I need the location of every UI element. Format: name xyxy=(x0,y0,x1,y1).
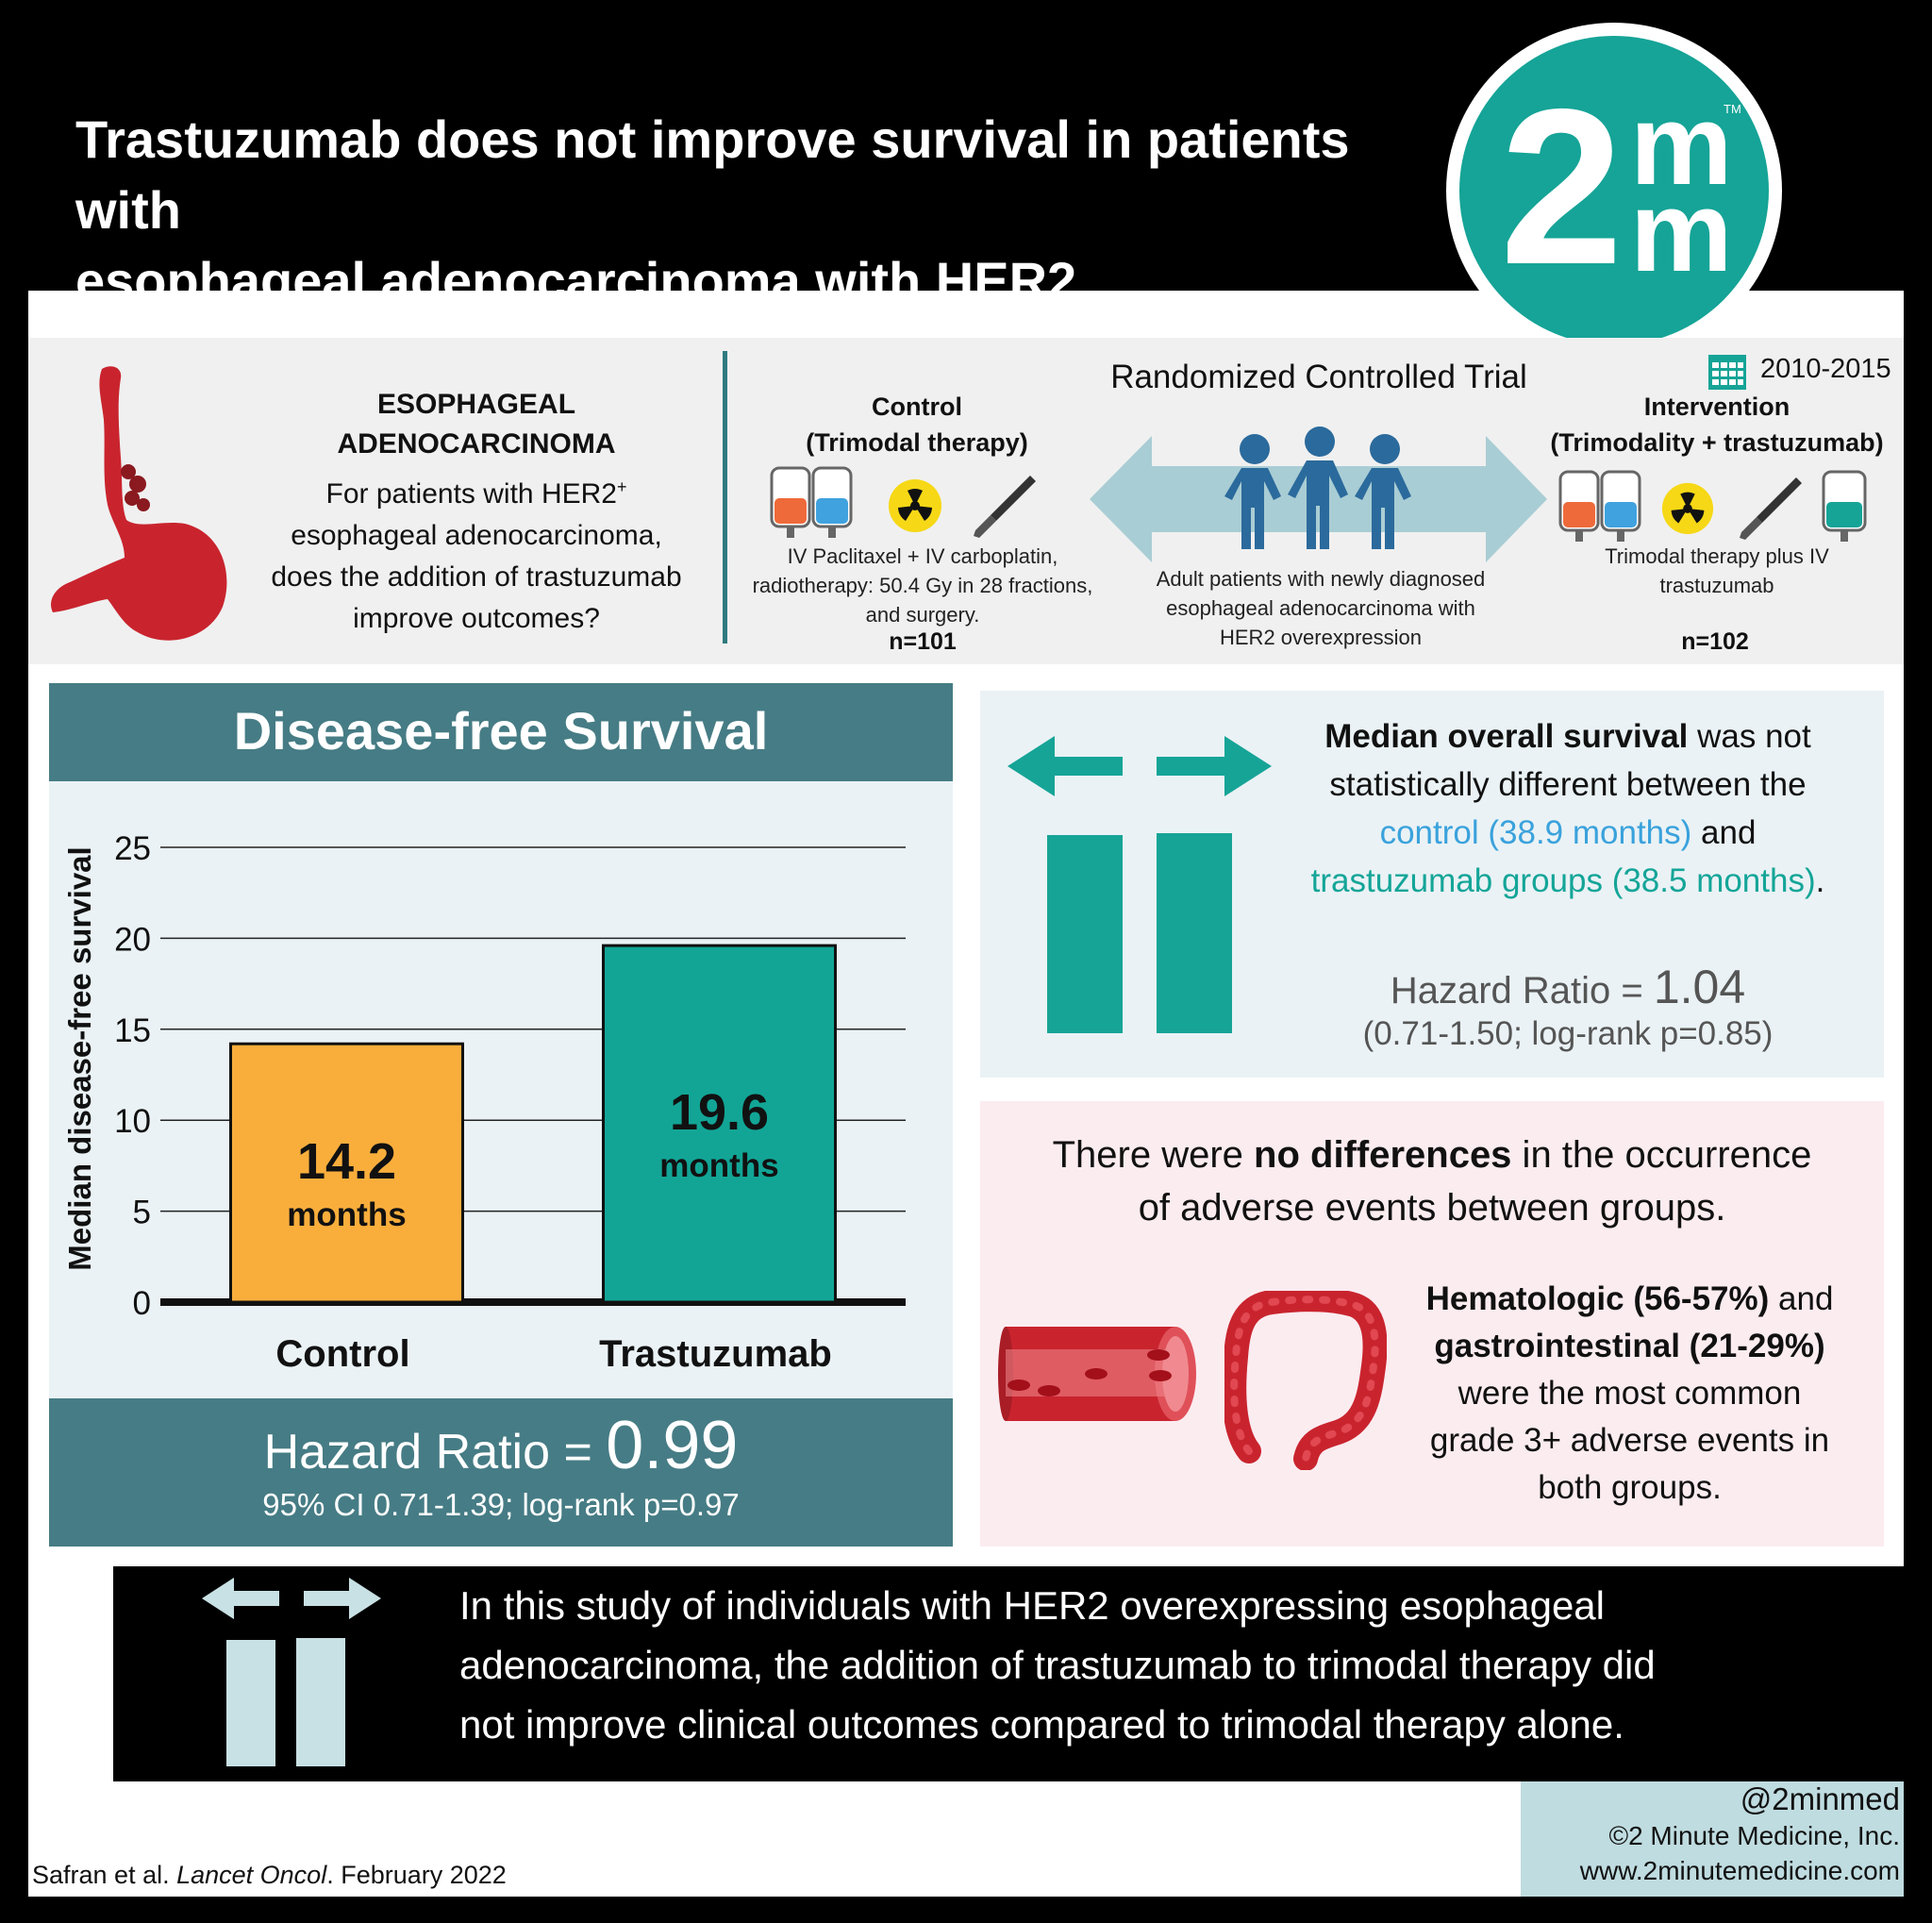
credit-text: @2minmed ©2 Minute Medicine, Inc. www.2min… xyxy=(1521,1781,1900,1888)
logo-2m xyxy=(1459,36,1769,345)
adverse-events-summary: There were no differences in the occurre… xyxy=(1052,1134,1812,1229)
bar-unit-label: months xyxy=(287,1196,406,1233)
y-tick-label: 0 xyxy=(133,1285,151,1322)
y-tick-label: 15 xyxy=(114,1012,151,1049)
bar-unit-label: months xyxy=(659,1147,778,1184)
no-difference-icon xyxy=(1008,736,1272,1033)
intestine-icon xyxy=(1224,1291,1387,1470)
credit-box xyxy=(1521,1781,1904,1897)
condition-title: ESOPHAGEAL ADENOCARCINOMA xyxy=(337,389,616,460)
citation: Safran et al. Lancet Oncol. February 202… xyxy=(32,1861,507,1889)
intervention-arm-title: Intervention (Trimodality + trastuzumab) xyxy=(1550,393,1884,457)
dfs-hazard-ratio: Hazard Ratio = 0.99 xyxy=(263,1408,739,1483)
trial-years: 2010-2015 xyxy=(1760,354,1891,384)
y-tick-label: 5 xyxy=(133,1195,151,1231)
control-description: IV Paclitaxel + IV carboplatin, radiother… xyxy=(752,544,1093,627)
bar-value-label: 14.2 xyxy=(297,1133,396,1190)
dfs-header xyxy=(49,683,953,781)
dfs-hazard-ratio-value: 0.99 xyxy=(606,1408,739,1483)
bar-trastuzumab xyxy=(602,944,837,1304)
radiation-icon xyxy=(1661,482,1714,535)
conclusion-text: In this study of individuals with HER2 o… xyxy=(459,1583,1656,1747)
radiation-icon xyxy=(889,479,941,532)
patients-icon xyxy=(1224,426,1411,549)
blood-vessel-icon xyxy=(998,1327,1196,1421)
calendar-icon xyxy=(1708,355,1746,390)
bar-value-label: 19.6 xyxy=(670,1084,769,1141)
intervention-sample-size: n=102 xyxy=(1681,628,1749,655)
trial-population: Adult patients with newly diagnosed esoph… xyxy=(1156,567,1486,649)
y-tick-label: 10 xyxy=(114,1103,151,1140)
no-difference-icon xyxy=(202,1578,381,1766)
bar-control xyxy=(229,1042,464,1304)
x-category-label: Trastuzumab xyxy=(599,1333,832,1375)
control-arm-title: Control (Trimodal therapy) xyxy=(806,393,1028,457)
logo-letter-top: m xyxy=(1630,80,1733,209)
iv-bags-icon xyxy=(1558,470,1641,542)
esophagus-stomach-icon xyxy=(51,366,227,641)
x-category-label: Control xyxy=(275,1333,409,1375)
scalpel-icon xyxy=(1740,477,1802,540)
y-tick-label: 25 xyxy=(114,830,151,867)
os-hazard-ratio: Hazard Ratio = 1.04 xyxy=(1390,961,1746,1013)
adverse-events-panel xyxy=(980,1101,1884,1547)
twitter-handle: @2minmed xyxy=(1740,1781,1900,1816)
control-sample-size: n=101 xyxy=(889,628,957,655)
dfs-confidence-interval: 95% CI 0.71-1.39; log-rank p=0.97 xyxy=(262,1487,740,1522)
research-question: For patients with HER2+ esophageal adenoc… xyxy=(271,477,682,634)
scalpel-icon xyxy=(974,476,1036,538)
copyright: ©2 Minute Medicine, Inc. xyxy=(1608,1821,1900,1850)
logo-trademark: TM xyxy=(1724,102,1741,116)
logo-letter-bottom: m xyxy=(1630,167,1733,295)
os-hazard-ratio-value: 1.04 xyxy=(1653,961,1746,1013)
overall-survival-panel xyxy=(980,691,1884,1078)
website-link[interactable]: www.2minutemedicine.com xyxy=(1579,1856,1900,1885)
intervention-description: Trimodal therapy plus IV trastuzumab xyxy=(1605,544,1829,597)
dfs-title: Disease-free Survival xyxy=(233,701,769,761)
y-axis-label: Median disease-free survival xyxy=(62,846,97,1270)
dfs-bar-chart: 0 5 10 15 20 25 14.2 months Control 19.6 months Tr… xyxy=(62,830,906,1375)
trial-type: Randomized Controlled Trial xyxy=(1110,359,1527,395)
section-divider xyxy=(723,351,727,644)
y-tick-label: 20 xyxy=(114,921,151,958)
logo-digit: 2 xyxy=(1500,62,1624,310)
adverse-events-detail: Hematologic (56-57%) and gastrointestinal… xyxy=(1425,1280,1834,1506)
os-confidence-interval: (0.71-1.50; log-rank p=0.85) xyxy=(1362,1015,1774,1052)
dfs-hazard-panel xyxy=(49,1398,953,1547)
conclusion-bar xyxy=(113,1566,1904,1781)
iv-bags-icon xyxy=(770,466,853,538)
overall-survival-summary: Median overall survival was not statistic… xyxy=(1310,718,1825,899)
trastuzumab-iv-bag-icon xyxy=(1822,470,1867,542)
